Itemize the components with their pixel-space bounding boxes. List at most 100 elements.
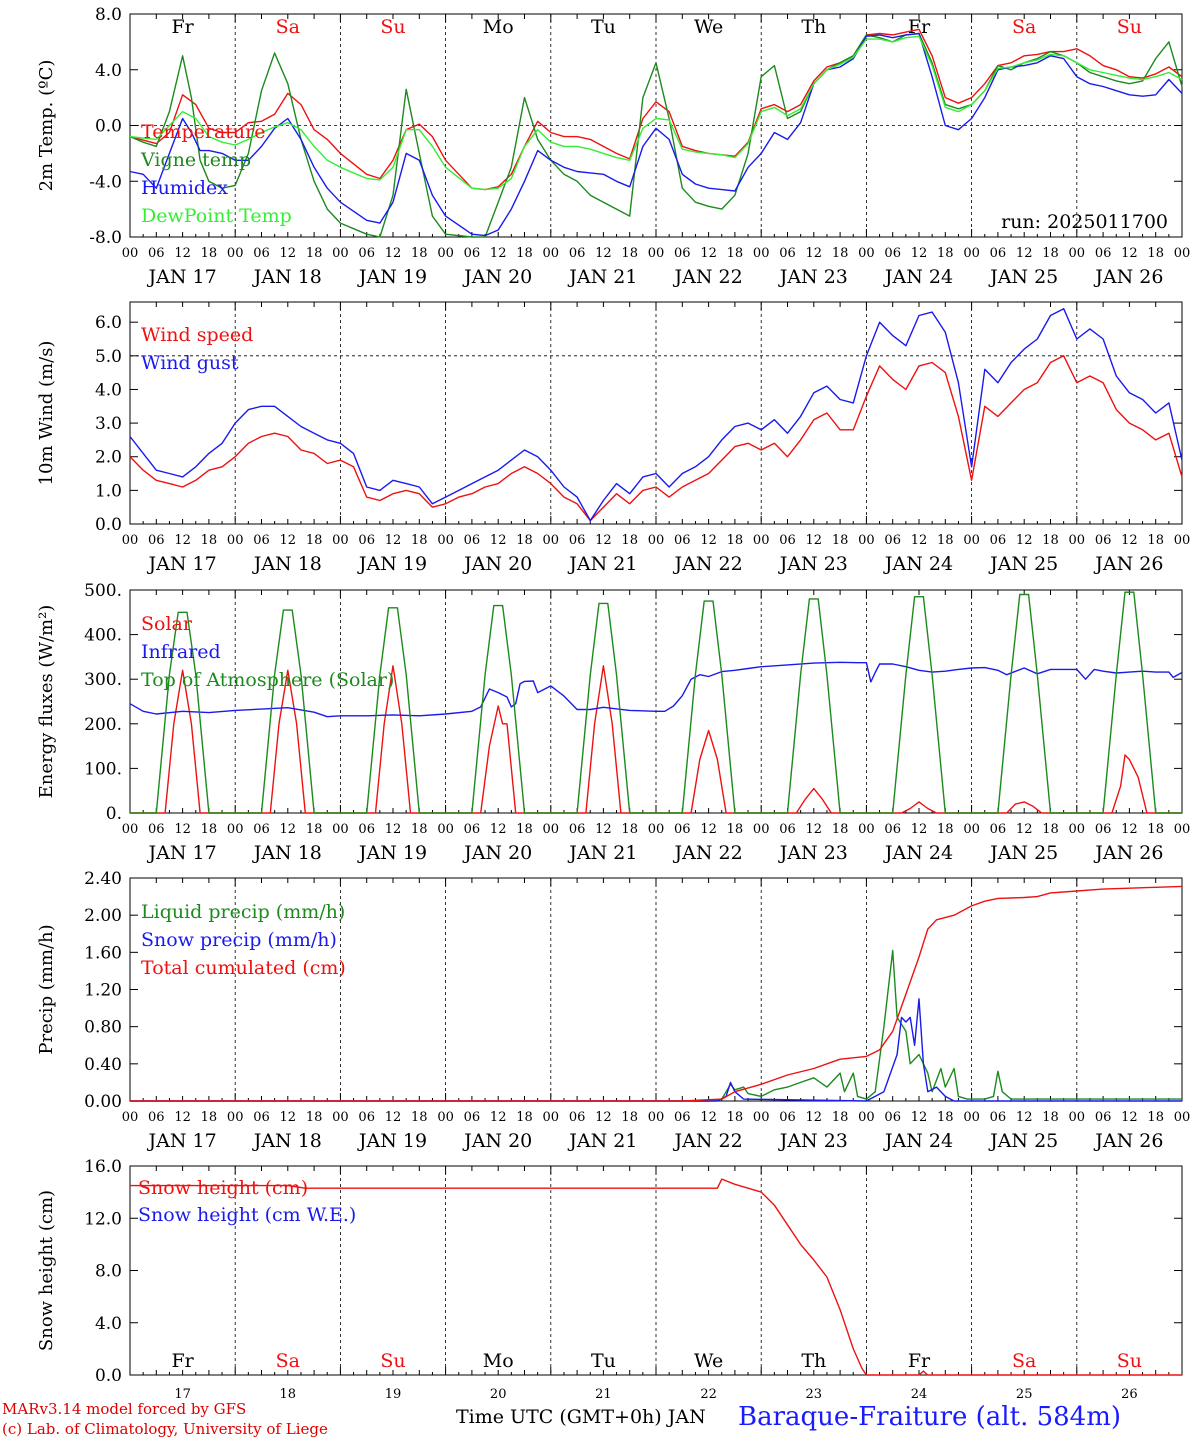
y-tick-label: 500. [84,581,122,601]
weekday-label: Tu [591,1350,616,1372]
y-tick-label: 1.60 [84,943,122,963]
hour-tick-label: 12 [700,533,717,548]
date-label: JAN 26 [1093,842,1163,864]
y-tick-label: 8.0 [95,1262,122,1282]
weekday-label: Th [801,1350,826,1372]
hour-tick-label: 12 [595,822,612,837]
hour-tick-label: 06 [779,246,796,261]
date-label: JAN 19 [357,266,427,288]
date-label: JAN 21 [567,1130,637,1152]
hour-tick-label: 06 [990,246,1007,261]
hour-tick-label: 00 [543,1110,560,1125]
y-axis-title: Energy fluxes (W/m²) [36,605,57,799]
hour-tick-label: 12 [700,822,717,837]
date-label: JAN 17 [147,266,217,288]
hour-tick-label: 00 [753,533,770,548]
hour-tick-label: 00 [332,533,349,548]
hour-tick-label: 06 [464,822,481,837]
series-line [130,591,1182,814]
date-label: JAN 26 [1093,553,1163,575]
hour-tick-label: 12 [1016,1110,1033,1125]
hour-tick-label: 12 [280,246,297,261]
date-label: JAN 19 [357,842,427,864]
weekday-label: We [694,16,723,38]
hour-tick-label: 12 [806,822,823,837]
weekday-label: Su [1117,1350,1142,1372]
date-label: JAN 21 [567,553,637,575]
hour-tick-label: 06 [674,533,691,548]
hour-tick-label: 12 [1016,822,1033,837]
day-number-label: 17 [174,1387,191,1400]
hour-tick-label: 00 [753,822,770,837]
y-tick-label: 2.40 [84,869,122,889]
lab-credit: (c) Lab. of Climatology, University of L… [2,1420,328,1438]
hour-tick-label: 00 [1174,1110,1191,1125]
y-axis-title: 10m Wind (m/s) [36,341,57,486]
hour-tick-label: 00 [437,246,454,261]
hour-tick-label: 06 [674,822,691,837]
hour-tick-label: 06 [779,533,796,548]
hour-tick-label: 06 [1095,533,1112,548]
hour-tick-label: 00 [858,1110,875,1125]
legend-entry: Vigne temp [140,149,251,171]
date-label: JAN 19 [357,1130,427,1152]
legend-entry: Wind speed [141,324,253,346]
hour-tick-label: 00 [648,822,665,837]
date-label: JAN 23 [778,842,848,864]
date-label: JAN 20 [462,553,532,575]
hour-tick-label: 00 [332,822,349,837]
hour-tick-label: 18 [516,533,533,548]
hour-tick-label: 18 [201,822,218,837]
hour-tick-label: 18 [727,533,744,548]
y-tick-label: 1.20 [84,981,122,1001]
hour-tick-label: 18 [621,822,638,837]
y-tick-label: 5.0 [95,347,122,367]
hour-tick-label: 00 [1174,533,1191,548]
hour-tick-label: 12 [806,1110,823,1125]
y-tick-label: 2.0 [95,448,122,468]
hour-tick-label: 18 [201,246,218,261]
hour-tick-label: 06 [884,533,901,548]
weekday-label: Sa [1012,1350,1036,1372]
hour-tick-label: 12 [280,533,297,548]
hour-tick-label: 00 [858,533,875,548]
hour-tick-label: 06 [569,246,586,261]
date-label: JAN 21 [567,842,637,864]
weekday-label: We [694,1350,723,1372]
hour-tick-label: 12 [490,533,507,548]
hour-tick-label: 06 [358,533,375,548]
hour-tick-label: 06 [1095,1110,1112,1125]
date-label: JAN 20 [462,842,532,864]
weekday-label: Fr [908,1350,931,1372]
date-label: JAN 17 [147,553,217,575]
legend-entry: Total cumulated (cm) [141,957,346,979]
hour-tick-label: 18 [411,1110,428,1125]
date-label: JAN 26 [1093,266,1163,288]
hour-tick-label: 18 [1147,822,1164,837]
hour-tick-label: 18 [411,246,428,261]
hour-tick-label: 06 [358,1110,375,1125]
hour-tick-label: 12 [911,822,928,837]
hour-tick-label: 18 [1042,533,1059,548]
hour-tick-label: 06 [779,822,796,837]
hour-tick-label: 00 [227,1110,244,1125]
hour-tick-label: 18 [306,246,323,261]
time-axis-label: Time UTC (GMT+0h) JAN [456,1406,706,1428]
date-label: JAN 22 [673,266,743,288]
hour-tick-label: 00 [648,246,665,261]
hour-tick-label: 18 [937,246,954,261]
hour-tick-label: 18 [306,1110,323,1125]
hour-tick-label: 00 [753,246,770,261]
legend-entry: Snow height (cm W.E.) [138,1204,356,1226]
hour-tick-label: 18 [306,533,323,548]
hour-tick-label: 18 [516,1110,533,1125]
date-label: JAN 18 [252,266,322,288]
hour-tick-label: 12 [806,246,823,261]
hour-tick-label: 18 [727,246,744,261]
y-tick-label: 0.0 [95,515,122,535]
hour-tick-label: 12 [385,533,402,548]
day-number-label: 21 [595,1387,612,1400]
date-label: JAN 22 [673,1130,743,1152]
series-line [130,885,1183,1102]
hour-tick-label: 18 [411,533,428,548]
